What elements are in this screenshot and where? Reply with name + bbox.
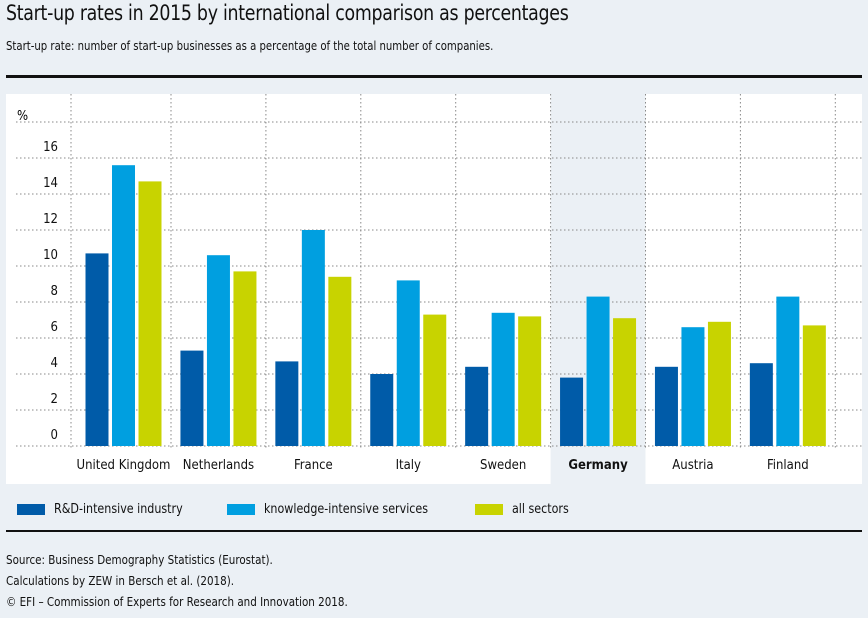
y-tick-label: 8 — [51, 284, 58, 299]
y-tick-label: 12 — [43, 212, 58, 227]
y-tick-label: 10 — [43, 248, 58, 263]
x-tick-label: Italy — [396, 458, 421, 473]
legend: R&D-intensive industry knowledge-intensi… — [17, 500, 610, 518]
bar-kis-netherlands — [206, 255, 230, 446]
x-tick-label: Sweden — [480, 458, 526, 473]
y-tick-label: 0 — [51, 428, 58, 443]
y-tick-label: 16 — [43, 140, 58, 155]
x-tick-label: Austria — [672, 458, 713, 473]
x-tick-label: France — [294, 458, 333, 473]
calculations-line: Calculations by ZEW in Bersch et al. (20… — [6, 573, 235, 588]
bar-rd-united-kingdom — [85, 253, 109, 446]
header-divider — [6, 75, 862, 78]
footer-divider — [6, 530, 862, 532]
chart-subtitle: Start-up rate: number of start-up busine… — [6, 38, 494, 53]
legend-swatch-kis — [227, 503, 256, 515]
bar-kis-united-kingdom — [112, 165, 135, 446]
bar-kis-sweden — [491, 312, 515, 446]
bar-all-austria — [707, 321, 731, 446]
bar-rd-finland — [749, 363, 773, 446]
source-line: Source: Business Demography Statistics (… — [6, 552, 273, 567]
legend-swatch-rd — [17, 503, 45, 515]
y-tick-label: 6 — [51, 320, 58, 335]
bar-all-finland — [802, 325, 826, 446]
bar-kis-germany — [586, 296, 610, 446]
legend-item-all: all sectors — [475, 502, 572, 517]
bar-rd-netherlands — [180, 350, 204, 446]
legend-item-kis: knowledge-intensive services — [227, 502, 437, 517]
bar-all-sweden — [518, 316, 542, 446]
bar-rd-france — [275, 361, 299, 446]
bar-all-germany — [613, 318, 637, 446]
bar-kis-france — [301, 230, 325, 446]
y-axis-unit-label: % — [17, 109, 28, 124]
legend-item-rd: R&D-intensive industry — [17, 502, 189, 517]
x-tick-label: Netherlands — [183, 458, 254, 473]
legend-label-all: all sectors — [512, 501, 569, 517]
x-tick-label: Germany — [568, 458, 628, 473]
x-tick-label: United Kingdom — [77, 458, 171, 473]
source-notes: Source: Business Demography Statistics (… — [6, 549, 377, 612]
chart-title: Start-up rates in 2015 by international … — [6, 1, 569, 25]
y-tick-label: 14 — [43, 176, 58, 191]
legend-label-kis: knowledge-intensive services — [264, 501, 429, 517]
bar-all-united-kingdom — [138, 181, 162, 446]
legend-swatch-all — [475, 503, 504, 515]
bar-all-italy — [423, 314, 447, 446]
legend-label-rd: R&D-intensive industry — [54, 501, 183, 517]
bar-rd-sweden — [465, 366, 489, 446]
copyright-line: © EFI – Commission of Experts for Resear… — [6, 594, 348, 609]
bar-rd-germany — [560, 377, 584, 446]
bar-rd-italy — [370, 374, 394, 446]
bar-all-france — [328, 276, 352, 446]
x-tick-label: Finland — [767, 458, 809, 473]
bar-kis-austria — [681, 327, 705, 446]
y-tick-label: 4 — [51, 356, 58, 371]
bar-all-netherlands — [233, 271, 257, 446]
bar-kis-italy — [396, 280, 420, 446]
y-tick-label: 2 — [51, 392, 58, 407]
bar-rd-austria — [654, 366, 678, 446]
bar-kis-finland — [776, 296, 800, 446]
